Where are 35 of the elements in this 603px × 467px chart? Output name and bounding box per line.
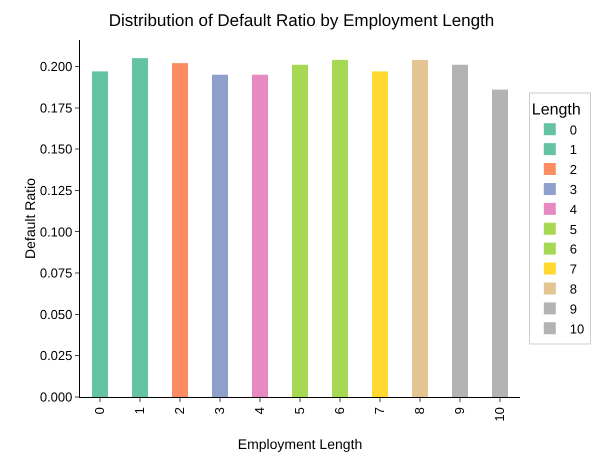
x-tick-label: 6 xyxy=(332,407,348,414)
x-tick-label: 1 xyxy=(132,407,148,414)
legend-title: Length xyxy=(532,101,581,118)
legend-label: 5 xyxy=(570,222,578,237)
legend-label: 7 xyxy=(570,262,578,277)
legend-label: 0 xyxy=(570,122,578,138)
y-tick-label: 0.000 xyxy=(40,390,72,405)
y-tick-label: 0.150 xyxy=(40,142,72,157)
y-tick-label: 0.075 xyxy=(40,266,72,281)
y-tick-label: 0.200 xyxy=(40,58,72,74)
legend-label: 2 xyxy=(570,162,578,178)
legend-label: 8 xyxy=(570,282,578,297)
y-axis-title: Default Ratio xyxy=(22,178,38,259)
x-tick-label: 2 xyxy=(172,407,188,414)
y-tick-label: 0.125 xyxy=(40,182,72,198)
y-tick-label: 0.100 xyxy=(40,224,72,240)
x-tick-label: 0 xyxy=(92,407,108,414)
legend-label: 4 xyxy=(570,202,578,217)
y-tick-label: 0.050 xyxy=(40,306,72,322)
x-axis-title: Employment Length xyxy=(238,436,362,452)
chart-title: Distribution of Default Ratio by Employment Length xyxy=(108,10,494,30)
x-tick-label: 3 xyxy=(212,407,228,414)
legend-label: 1 xyxy=(570,142,578,158)
legend-label: 3 xyxy=(570,182,578,198)
x-tick-label: 4 xyxy=(252,407,268,414)
y-tick-label: 0.175 xyxy=(40,100,72,116)
x-tick-label: 8 xyxy=(412,407,428,414)
legend-label: 10 xyxy=(570,321,584,336)
x-tick-label: 5 xyxy=(292,407,308,414)
y-tick-label: 0.025 xyxy=(40,348,72,364)
legend-label: 9 xyxy=(570,301,578,316)
legend-label: 6 xyxy=(570,242,578,257)
x-tick-label: 9 xyxy=(452,407,468,414)
x-tick-label: 10 xyxy=(492,407,508,422)
x-tick-label: 7 xyxy=(372,407,388,414)
